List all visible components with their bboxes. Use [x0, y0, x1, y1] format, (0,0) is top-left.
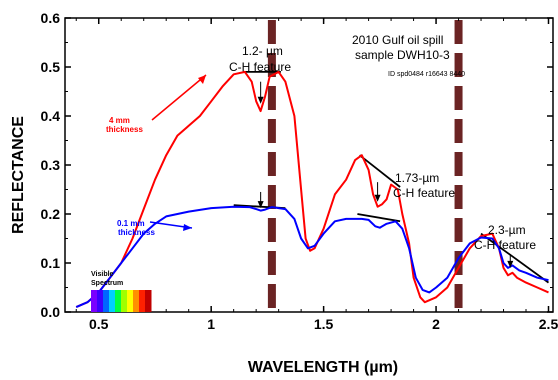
spectrum-band — [109, 290, 116, 312]
spectrum-band — [133, 290, 140, 312]
spectrum-band — [115, 290, 122, 312]
blue-series-label-line2: thickness — [118, 228, 155, 237]
blue-label-arrowhead — [183, 224, 192, 231]
y-axis-title: REFLECTANCE — [10, 116, 27, 234]
y-tick-label: 0.2 — [41, 206, 61, 222]
x-tick-label: 1 — [207, 316, 215, 332]
feature-2-3-label-line1: 2.3-µm — [488, 223, 526, 237]
x-tick-label: 1.5 — [314, 316, 334, 332]
spectrum-band — [139, 290, 146, 312]
series-lines — [75, 70, 549, 309]
feature-arrowhead — [257, 201, 264, 209]
sample-title-line2: sample DWH10-3 — [355, 48, 450, 62]
continuum-line — [480, 232, 550, 284]
visible-spectrum-bar — [91, 290, 152, 312]
feature-1-73-label-line1: 1.73-µm — [395, 171, 439, 185]
y-tick-label: 0.3 — [41, 157, 61, 173]
continuum-line — [357, 213, 401, 223]
y-tick-label: 0.6 — [41, 10, 61, 26]
spectrum-band — [91, 290, 98, 312]
plot-frame — [64, 17, 554, 313]
red-series-label-line1: 4 mm — [109, 116, 130, 125]
visible-spectrum-label-line2: Spectrum — [91, 280, 123, 287]
sample-id: ID spd0484 r16643 8440 — [388, 71, 465, 78]
red-label-arrowhead — [198, 75, 206, 84]
plot-border — [64, 17, 554, 313]
feature-1-2-label-line1: 1.2- µm — [242, 44, 283, 58]
blue-series-label-line1: 0.1 mm — [117, 219, 145, 228]
spectrum-band — [127, 290, 134, 312]
red-label-arrow — [151, 74, 207, 121]
spectrum-band — [103, 290, 110, 312]
x-axis-ticks: 0.5 1 1.5 2 2.5 — [75, 18, 558, 332]
continuum-line — [359, 154, 401, 188]
feature-arrows — [257, 81, 514, 268]
x-tick-label: 2 — [432, 316, 440, 332]
spectrum-band — [145, 290, 152, 312]
series-line — [75, 70, 549, 309]
feature-arrowhead — [507, 260, 514, 268]
y-tick-label: 0.5 — [41, 59, 61, 75]
y-tick-label: 0.4 — [41, 108, 61, 124]
y-tick-label: 0.0 — [41, 304, 61, 320]
feature-1-2-label-line2: C-H feature — [229, 60, 291, 74]
sample-title-line1: 2010 Gulf oil spill — [352, 33, 443, 47]
x-axis-title: WAVELENGTH (µm) — [248, 359, 398, 376]
feature-1-73-label-line2: C-H feature — [393, 186, 455, 200]
vertical-markers — [267, 20, 463, 310]
continuum-lines — [233, 71, 550, 284]
y-tick-label: 0.1 — [41, 255, 61, 271]
series-line — [75, 205, 549, 309]
red-series-label-line2: thickness — [106, 125, 143, 134]
spectrum-band — [121, 290, 128, 312]
feature-2-3-label-line2: C-H feature — [474, 238, 536, 252]
visible-spectrum-label-line1: Visible — [91, 271, 114, 278]
x-tick-label: 0.5 — [89, 316, 109, 332]
x-tick-label: 2.5 — [539, 316, 558, 332]
feature-arrowhead — [374, 194, 381, 202]
spectrum-band — [97, 290, 104, 312]
y-axis-ticks: 0.0 0.1 0.2 0.3 0.4 0.5 0.6 — [41, 10, 553, 320]
feature-arrowhead — [257, 96, 264, 104]
